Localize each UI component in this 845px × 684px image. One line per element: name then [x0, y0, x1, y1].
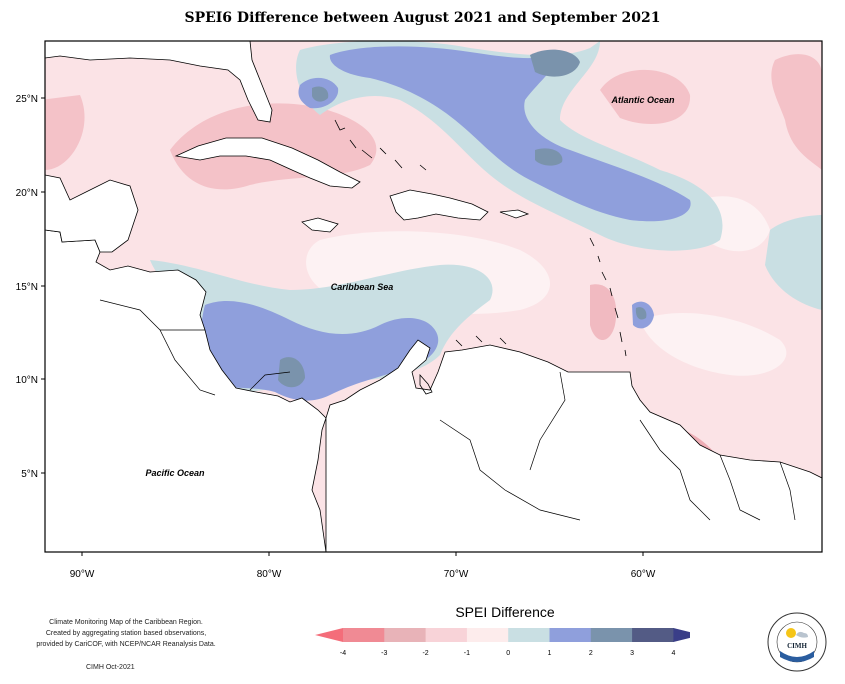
- legend-tick-label: 3: [630, 650, 634, 657]
- credit-line: Climate Monitoring Map of the Caribbean …: [49, 619, 203, 626]
- legend-tick-label: -3: [381, 650, 387, 657]
- lat-tick-label: 25°N: [16, 94, 38, 105]
- credit-text: Climate Monitoring Map of the Caribbean …: [16, 617, 236, 650]
- land-puerto-rico: [499, 209, 530, 219]
- legend-title: SPEI Difference: [455, 604, 555, 620]
- pink-region-ne2: [45, 95, 85, 170]
- credit-date: CIMH Oct-2021: [86, 664, 135, 671]
- color-legend: -4 -3 -2 -1 0 1 2 3 4: [315, 628, 690, 657]
- credit-line: provided by CariCOF, with NCEP/NCAR Rean…: [36, 641, 216, 648]
- darkblue-spot-1: [530, 49, 580, 77]
- map-title: SPEI6 Difference between August 2021 and…: [184, 10, 661, 26]
- lon-tick-label: 60°W: [631, 569, 656, 580]
- country-borders: [99, 299, 796, 521]
- legend-tick-label: 0: [506, 650, 510, 657]
- axis-ticks: [41, 97, 644, 556]
- darkblue-spot-4: [312, 86, 329, 102]
- pink-region-atlantic: [600, 69, 691, 125]
- darkblue-spot-3: [278, 357, 305, 388]
- legend-swatch: [384, 628, 427, 642]
- lon-tick-label: 80°W: [257, 569, 282, 580]
- sun-icon: [786, 628, 796, 638]
- legend-swatch: [466, 628, 509, 642]
- lat-tick-label: 5°N: [21, 469, 38, 480]
- lightblue-region-east: [765, 215, 822, 310]
- lat-tick-label: 10°N: [16, 375, 38, 386]
- darkblue-spot-5: [635, 307, 647, 320]
- neutral-region-2: [640, 312, 787, 376]
- legend-swatch: [632, 628, 674, 642]
- darkblue-spot-2: [535, 148, 563, 166]
- lat-tick-label: 20°N: [16, 188, 38, 199]
- legend-tick-label: 1: [548, 650, 552, 657]
- cloud-icon: [796, 631, 808, 638]
- legend-tick-label: -2: [422, 650, 428, 657]
- land-yucatan: [45, 174, 139, 253]
- legend-swatch: [508, 628, 550, 642]
- legend-tick-label: 4: [671, 650, 675, 657]
- legend-swatch: [425, 628, 468, 642]
- legend-tick-label: 2: [589, 650, 593, 657]
- land-cuba: [174, 137, 361, 189]
- land-masses: [45, 41, 822, 552]
- credit-line: Created by aggregating station based obs…: [45, 630, 207, 637]
- lon-tick-label: 90°W: [70, 569, 95, 580]
- blue-region-caribbean: [201, 300, 439, 401]
- logo-text: CIMH: [787, 642, 807, 650]
- pink-region-ne: [771, 54, 822, 170]
- label-atlantic-ocean: Atlantic Ocean: [610, 95, 675, 105]
- legend-swatch: [343, 628, 385, 642]
- small-islands: [334, 119, 627, 395]
- land-south-america: [325, 339, 822, 552]
- legend-tick-label: -1: [464, 650, 470, 657]
- cimh-logo: CIMH: [767, 612, 827, 672]
- legend-swatch: [590, 628, 633, 642]
- label-pacific-ocean: Pacific Ocean: [145, 468, 205, 478]
- legend-arrow-left: [315, 628, 343, 642]
- lon-tick-label: 70°W: [444, 569, 469, 580]
- label-caribbean-sea: Caribbean Sea: [331, 282, 394, 292]
- land-florida: [45, 41, 273, 123]
- legend-swatch: [549, 628, 592, 642]
- map-frame: [44, 40, 823, 553]
- legend-tick-label: -4: [340, 650, 346, 657]
- legend-arrow-right: [673, 628, 690, 642]
- pink-region-antilles: [590, 284, 617, 340]
- lat-tick-label: 15°N: [16, 282, 38, 293]
- blue-region-north: [329, 46, 691, 222]
- land-hispaniola: [389, 189, 489, 221]
- land-jamaica: [301, 217, 339, 233]
